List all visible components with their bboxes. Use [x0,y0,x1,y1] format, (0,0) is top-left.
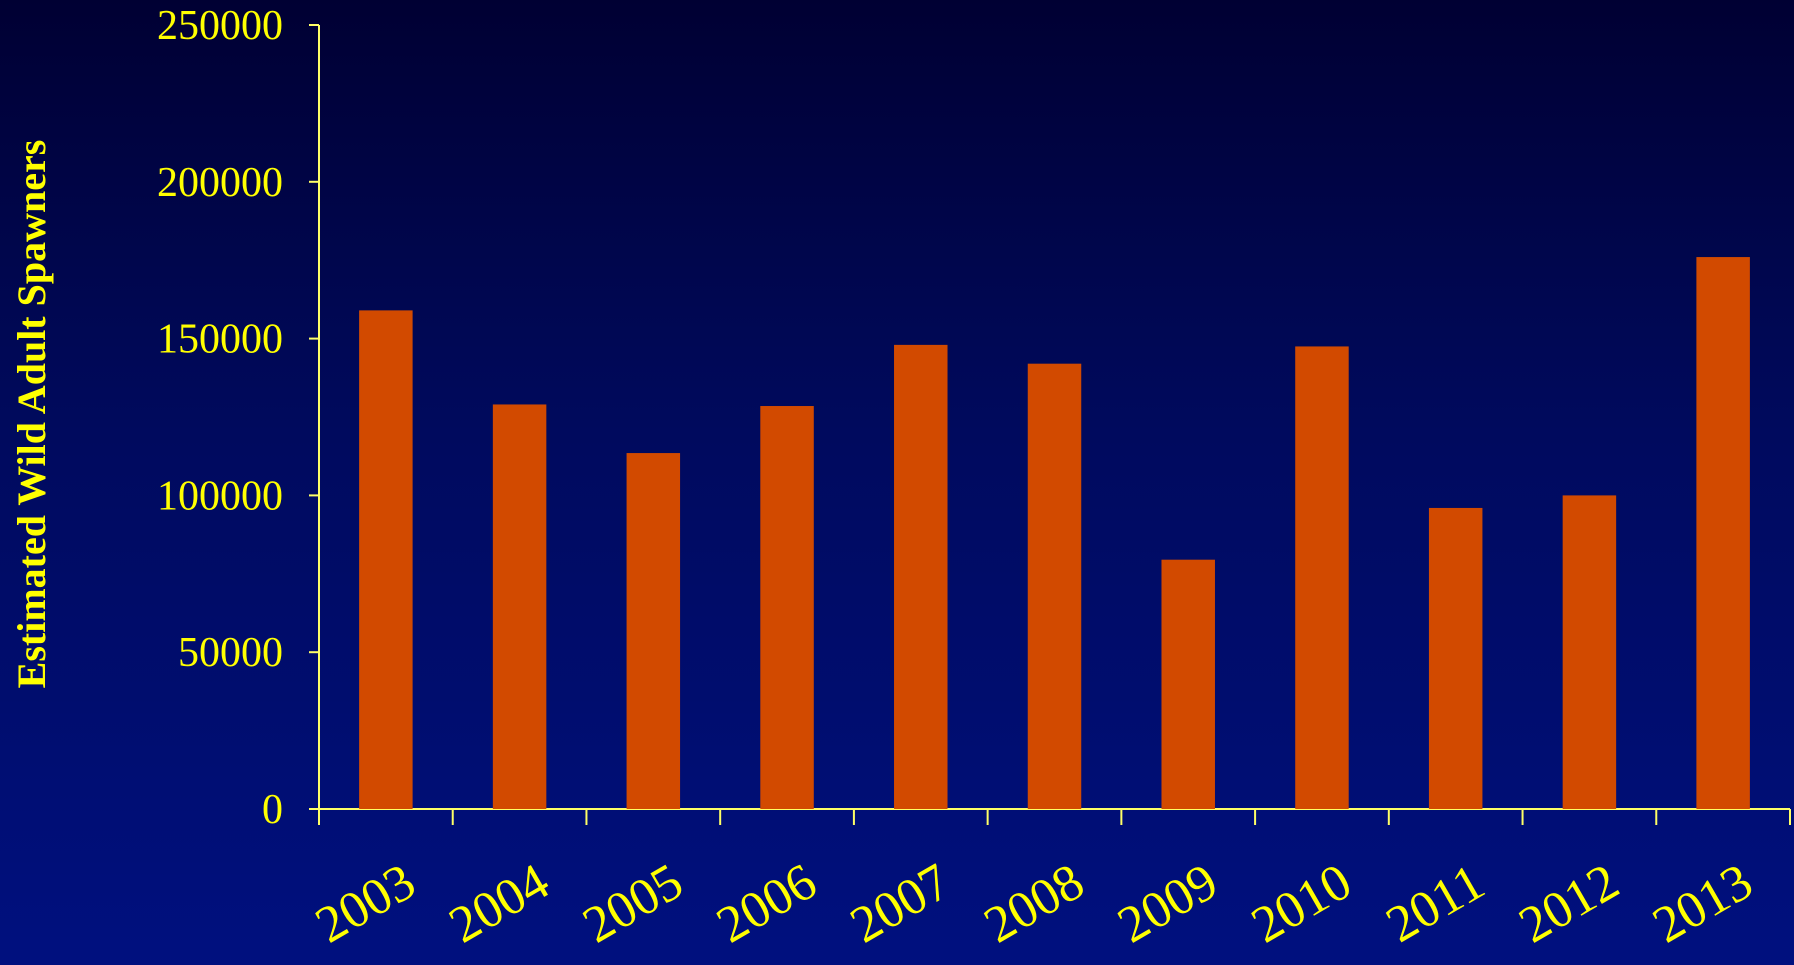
y-tick-label: 250000 [157,3,283,49]
bar-2007 [894,344,948,809]
y-tick-label: 0 [262,787,283,833]
x-tick-label: 2006 [708,853,827,954]
x-tick-label: 2003 [306,853,425,954]
x-tick-label: 2010 [1242,853,1361,954]
bar-2003 [359,310,413,809]
bar-2005 [626,453,681,809]
x-tick-label: 2009 [1109,853,1228,954]
bar-2013 [1696,257,1750,810]
x-tick-label: 2004 [440,853,559,954]
x-tick-label: 2011 [1377,854,1494,954]
bar-2008 [1027,363,1082,809]
x-tick-label: 2008 [975,853,1094,954]
bar-2009 [1161,559,1215,809]
x-tick-label: 2007 [841,853,960,954]
y-tick-label: 150000 [157,317,283,363]
bar-2010 [1295,346,1349,809]
x-tick-label: 2005 [574,853,693,954]
y-tick-label: 100000 [157,473,283,519]
bars [359,257,1750,810]
y-axis-title: Estimated Wild Adult Spawners [9,140,54,689]
x-axis-ticks: 2003 2004 2005 2006 2007 2008 2009 2010 2011 2012… [306,809,1791,954]
bar-2006 [760,406,814,809]
y-tick-label: 200000 [157,160,283,206]
x-tick-label: 2013 [1644,853,1763,954]
bar-2012 [1562,495,1617,809]
bar-2011 [1428,507,1483,809]
x-tick-label: 2012 [1510,853,1629,954]
bar-2004 [492,404,547,809]
y-tick-label: 50000 [178,630,283,676]
y-axis-ticks: 0 50000 100000 150000 200000 250000 [157,3,319,833]
